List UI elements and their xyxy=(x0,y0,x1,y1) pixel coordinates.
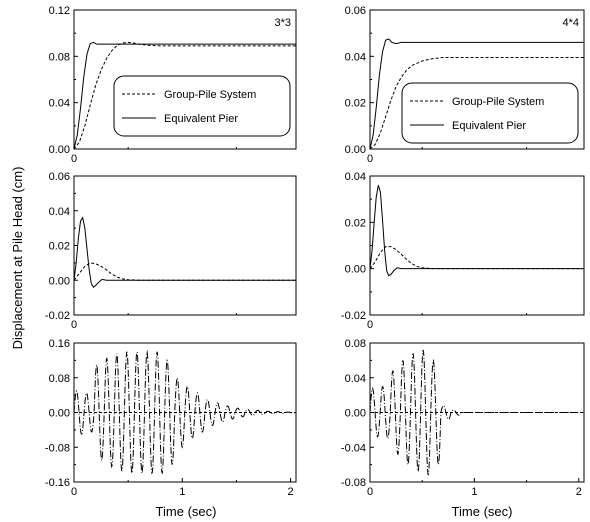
y-tick-label: -0.08 xyxy=(45,442,70,454)
y-tick-label: 0.00 xyxy=(345,144,366,156)
series-group-pile-system-line xyxy=(369,246,584,270)
y-tick-label: -0.04 xyxy=(341,442,366,454)
panel-annotation: 4*4 xyxy=(562,17,579,29)
panel-bottom-left: -0.16 -0.08 0.00 0.08 0.16 0 1 2 xyxy=(45,338,297,498)
y-tick-label: 0.08 xyxy=(49,51,70,63)
y-tick-label: 0.00 xyxy=(49,144,70,156)
y-tick-label: 0.00 xyxy=(345,264,366,276)
y-tick-label: 0.16 xyxy=(49,338,70,350)
panel-frame xyxy=(369,175,585,316)
legend-group-pile-system-label: Group-Pile System xyxy=(164,89,256,101)
panel-middle-left: -0.02 0.00 0.02 0.04 0.06 0 xyxy=(45,171,297,331)
panel-bottom-right: -0.08 -0.04 0.00 0.04 0.08 0 1 2 xyxy=(341,338,585,498)
legend: Group-Pile System Equivalent Pier xyxy=(401,82,579,144)
y-tick-label: -0.02 xyxy=(341,310,366,322)
x-axis-title-left: Time (sec) xyxy=(156,504,217,519)
series-equivalent-pier-line xyxy=(73,216,296,288)
x-tick-label: 1 xyxy=(471,486,477,498)
series-equivalent-pier-line xyxy=(369,185,584,277)
x-tick-label: 2 xyxy=(288,486,294,498)
legend: Group-Pile System Equivalent Pier xyxy=(113,75,291,137)
x-tick-label: 1 xyxy=(179,486,185,498)
x-tick-label: 0 xyxy=(71,486,77,498)
panels: 0.00 0.04 0.08 0.12 0 3*3 Group-Pile System Equ… xyxy=(45,5,585,498)
series-equivalent-pier-line xyxy=(369,38,584,150)
x-tick-label: 2 xyxy=(576,486,582,498)
y-tick-label: 0.02 xyxy=(345,217,366,229)
x-tick-label: 0 xyxy=(71,319,77,331)
y-axis-title: Displacement at Pile Head (cm) xyxy=(10,167,25,350)
series-group-pile-system-line xyxy=(369,56,584,150)
y-tick-label: 0.00 xyxy=(345,408,366,420)
y-tick-label: 0.00 xyxy=(49,275,70,287)
y-tick-label: 0.00 xyxy=(49,408,70,420)
x-axis-title-right: Time (sec) xyxy=(452,504,513,519)
panel-middle-right: -0.02 0.00 0.02 0.04 0 xyxy=(341,171,585,331)
y-tick-label: 0.04 xyxy=(345,373,366,385)
y-tick-label: 0.06 xyxy=(49,171,70,183)
x-tick-label: 0 xyxy=(367,153,373,165)
y-tick-label: 0.06 xyxy=(345,5,366,17)
y-tick-label: 0.02 xyxy=(345,98,366,110)
y-tick-label: 0.04 xyxy=(49,98,70,110)
y-tick-label: -0.08 xyxy=(341,477,366,489)
y-tick-label: 0.04 xyxy=(49,206,70,218)
x-tick-label: 0 xyxy=(71,153,77,165)
y-tick-label: 0.04 xyxy=(345,51,366,63)
panel-annotation: 3*3 xyxy=(274,17,291,29)
series-equivalent-pier-line xyxy=(73,349,296,475)
y-tick-label: 0.08 xyxy=(49,373,70,385)
series-group-pile-system-line xyxy=(73,262,296,281)
legend-equivalent-pier-label: Equivalent Pier xyxy=(452,120,526,132)
panel-top-left: 0.00 0.04 0.08 0.12 0 3*3 Group-Pile System Equ… xyxy=(49,5,297,165)
panel-top-right: 0.00 0.02 0.04 0.06 0 4*4 Group-Pile System Equ… xyxy=(345,5,585,165)
y-tick-label: 0.08 xyxy=(345,338,366,350)
y-tick-label: -0.02 xyxy=(45,310,70,322)
legend-equivalent-pier-label: Equivalent Pier xyxy=(164,113,238,125)
y-tick-label: 0.04 xyxy=(345,171,366,183)
legend-box xyxy=(401,82,579,144)
panel-frame xyxy=(73,175,297,316)
series-equivalent-pier-line xyxy=(73,41,296,150)
legend-group-pile-system-label: Group-Pile System xyxy=(452,96,544,108)
y-tick-label: 0.12 xyxy=(49,5,70,17)
y-tick-label: -0.16 xyxy=(45,477,70,489)
x-tick-label: 0 xyxy=(367,319,373,331)
x-tick-label: 0 xyxy=(367,486,373,498)
series-equivalent-pier-line xyxy=(369,349,584,476)
y-tick-label: 0.02 xyxy=(49,241,70,253)
legend-box xyxy=(113,75,291,137)
